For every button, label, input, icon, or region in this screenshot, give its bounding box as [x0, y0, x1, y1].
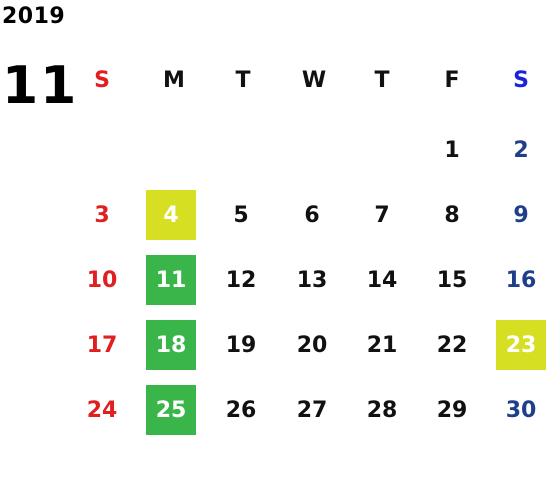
day-cell-16: 16	[505, 267, 537, 293]
day-cell-24: 24	[86, 397, 118, 423]
day-cell-14: 14	[366, 267, 398, 293]
day-cell-18: 18	[146, 320, 196, 370]
day-cell-25: 25	[146, 385, 196, 435]
day-cell-4: 4	[146, 190, 196, 240]
day-cell-20: 20	[296, 332, 328, 358]
weekday-fri: F	[444, 68, 460, 93]
day-cell-7: 7	[374, 202, 390, 228]
weekday-wed: W	[301, 68, 327, 93]
day-cell-13: 13	[296, 267, 328, 293]
day-cell-29: 29	[436, 397, 468, 423]
day-cell-9: 9	[513, 202, 529, 228]
day-cell-15: 15	[436, 267, 468, 293]
day-cell-1: 1	[444, 137, 460, 163]
day-cell-23: 23	[496, 320, 546, 370]
weekday-sat: S	[513, 68, 529, 93]
day-cell-17: 17	[86, 332, 118, 358]
day-cell-11: 11	[146, 255, 196, 305]
day-cell-5: 5	[233, 202, 249, 228]
weekday-sun: S	[94, 68, 110, 93]
day-cell-30: 30	[505, 397, 537, 423]
weekday-thu: T	[374, 68, 390, 93]
month-number: 11	[2, 56, 79, 116]
day-cell-6: 6	[304, 202, 320, 228]
day-cell-21: 21	[366, 332, 398, 358]
day-cell-28: 28	[366, 397, 398, 423]
day-cell-10: 10	[86, 267, 118, 293]
day-cell-3: 3	[94, 202, 110, 228]
day-cell-19: 19	[225, 332, 257, 358]
weekday-mon: M	[163, 68, 185, 93]
day-cell-26: 26	[225, 397, 257, 423]
day-cell-27: 27	[296, 397, 328, 423]
weekday-tue: T	[235, 68, 251, 93]
day-cell-12: 12	[225, 267, 257, 293]
day-cell-22: 22	[436, 332, 468, 358]
year-label: 2019	[2, 4, 66, 29]
day-cell-2: 2	[513, 137, 529, 163]
day-cell-8: 8	[444, 202, 460, 228]
